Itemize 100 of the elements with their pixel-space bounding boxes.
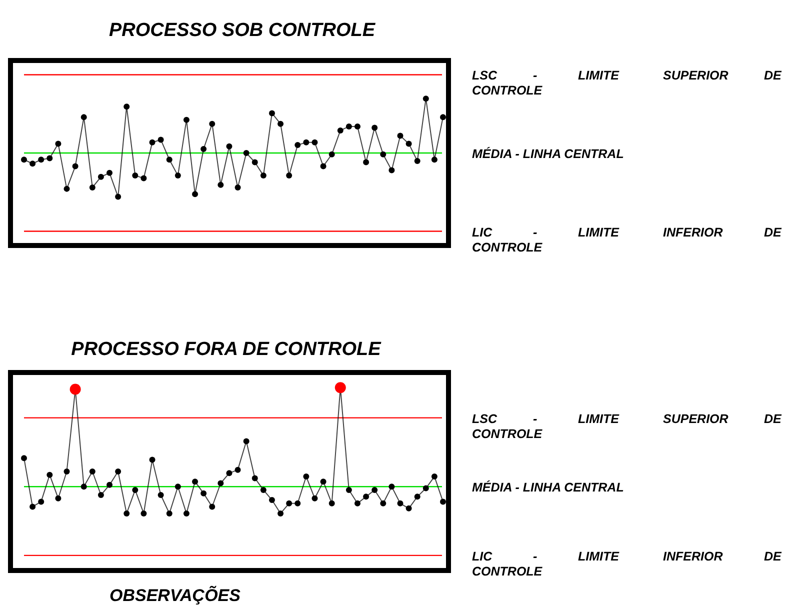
point — [406, 140, 412, 147]
point — [354, 123, 360, 130]
text: LIC - LIMITE INFERIOR DE CONTROLE — [472, 225, 782, 254]
point — [149, 139, 156, 146]
point — [158, 136, 164, 143]
point — [21, 455, 27, 462]
point — [234, 466, 241, 473]
point — [209, 504, 216, 510]
point — [89, 468, 96, 474]
point — [234, 184, 241, 190]
point — [149, 456, 156, 463]
point — [38, 156, 44, 163]
point — [89, 184, 96, 190]
point — [440, 114, 446, 120]
point — [388, 167, 395, 174]
point — [260, 486, 266, 493]
point — [55, 140, 62, 147]
point — [158, 492, 164, 498]
point — [38, 498, 44, 505]
point — [328, 500, 335, 506]
point — [115, 468, 122, 474]
point — [124, 510, 130, 516]
point — [414, 494, 420, 500]
point — [218, 480, 224, 486]
point — [183, 510, 190, 516]
point — [397, 500, 404, 506]
point — [55, 495, 62, 502]
x-axis-title: OBSERVAÇÕES — [110, 585, 242, 605]
point — [372, 486, 378, 493]
point — [192, 478, 198, 485]
point — [260, 172, 266, 179]
point — [64, 468, 70, 474]
point — [252, 475, 258, 482]
point — [422, 96, 429, 102]
point — [46, 472, 53, 478]
point — [286, 500, 292, 506]
point — [192, 191, 198, 198]
point — [140, 175, 147, 182]
chart-title: PROCESSO SOB CONTROLE — [108, 20, 376, 41]
point — [397, 132, 404, 139]
text: LSC - LIMITE SUPERIOR DE CONTROLE — [472, 68, 782, 98]
point — [431, 474, 438, 480]
point — [422, 485, 429, 492]
point — [286, 172, 292, 179]
chart-title: PROCESSO FORA DE CONTROLE — [71, 339, 382, 360]
point — [294, 142, 301, 148]
point — [218, 182, 224, 188]
point — [372, 124, 378, 131]
ref-line-label: MÉDIA - LINHA CENTRAL — [472, 480, 624, 495]
point — [98, 174, 104, 180]
point — [388, 484, 395, 490]
point — [140, 510, 147, 516]
ref-line-label: MÉDIA - LINHA CENTRAL — [472, 146, 624, 161]
point — [406, 505, 412, 512]
point — [363, 159, 370, 166]
point — [337, 127, 344, 134]
point — [268, 110, 275, 116]
point — [303, 474, 310, 480]
point — [200, 490, 207, 496]
point — [440, 498, 446, 505]
point — [303, 139, 310, 146]
point — [21, 156, 27, 163]
point — [166, 510, 172, 516]
point — [98, 492, 104, 498]
point — [106, 482, 113, 488]
point — [380, 151, 386, 158]
point — [115, 194, 122, 200]
point — [328, 151, 335, 158]
point — [46, 155, 53, 162]
point — [124, 104, 130, 110]
point — [200, 146, 207, 152]
point — [312, 495, 318, 502]
point — [166, 156, 172, 163]
point — [72, 163, 78, 170]
point — [278, 120, 284, 127]
point — [354, 500, 360, 506]
point — [80, 114, 87, 120]
point — [278, 510, 284, 516]
point — [174, 484, 181, 490]
point — [268, 497, 275, 504]
point — [64, 186, 70, 192]
point — [30, 504, 36, 510]
text: LIC - LIMITE INFERIOR DE CONTROLE — [472, 549, 782, 578]
point — [380, 500, 386, 506]
point — [80, 484, 87, 490]
point — [243, 438, 250, 444]
point — [226, 470, 232, 476]
point — [431, 156, 438, 163]
point — [320, 163, 326, 170]
point — [209, 120, 216, 127]
point — [320, 478, 326, 485]
point — [132, 172, 138, 179]
point — [312, 139, 318, 146]
point — [346, 123, 352, 130]
point — [183, 116, 190, 123]
point — [243, 150, 250, 156]
point — [414, 158, 420, 164]
point — [132, 486, 138, 493]
point — [346, 486, 352, 493]
point — [252, 159, 258, 166]
